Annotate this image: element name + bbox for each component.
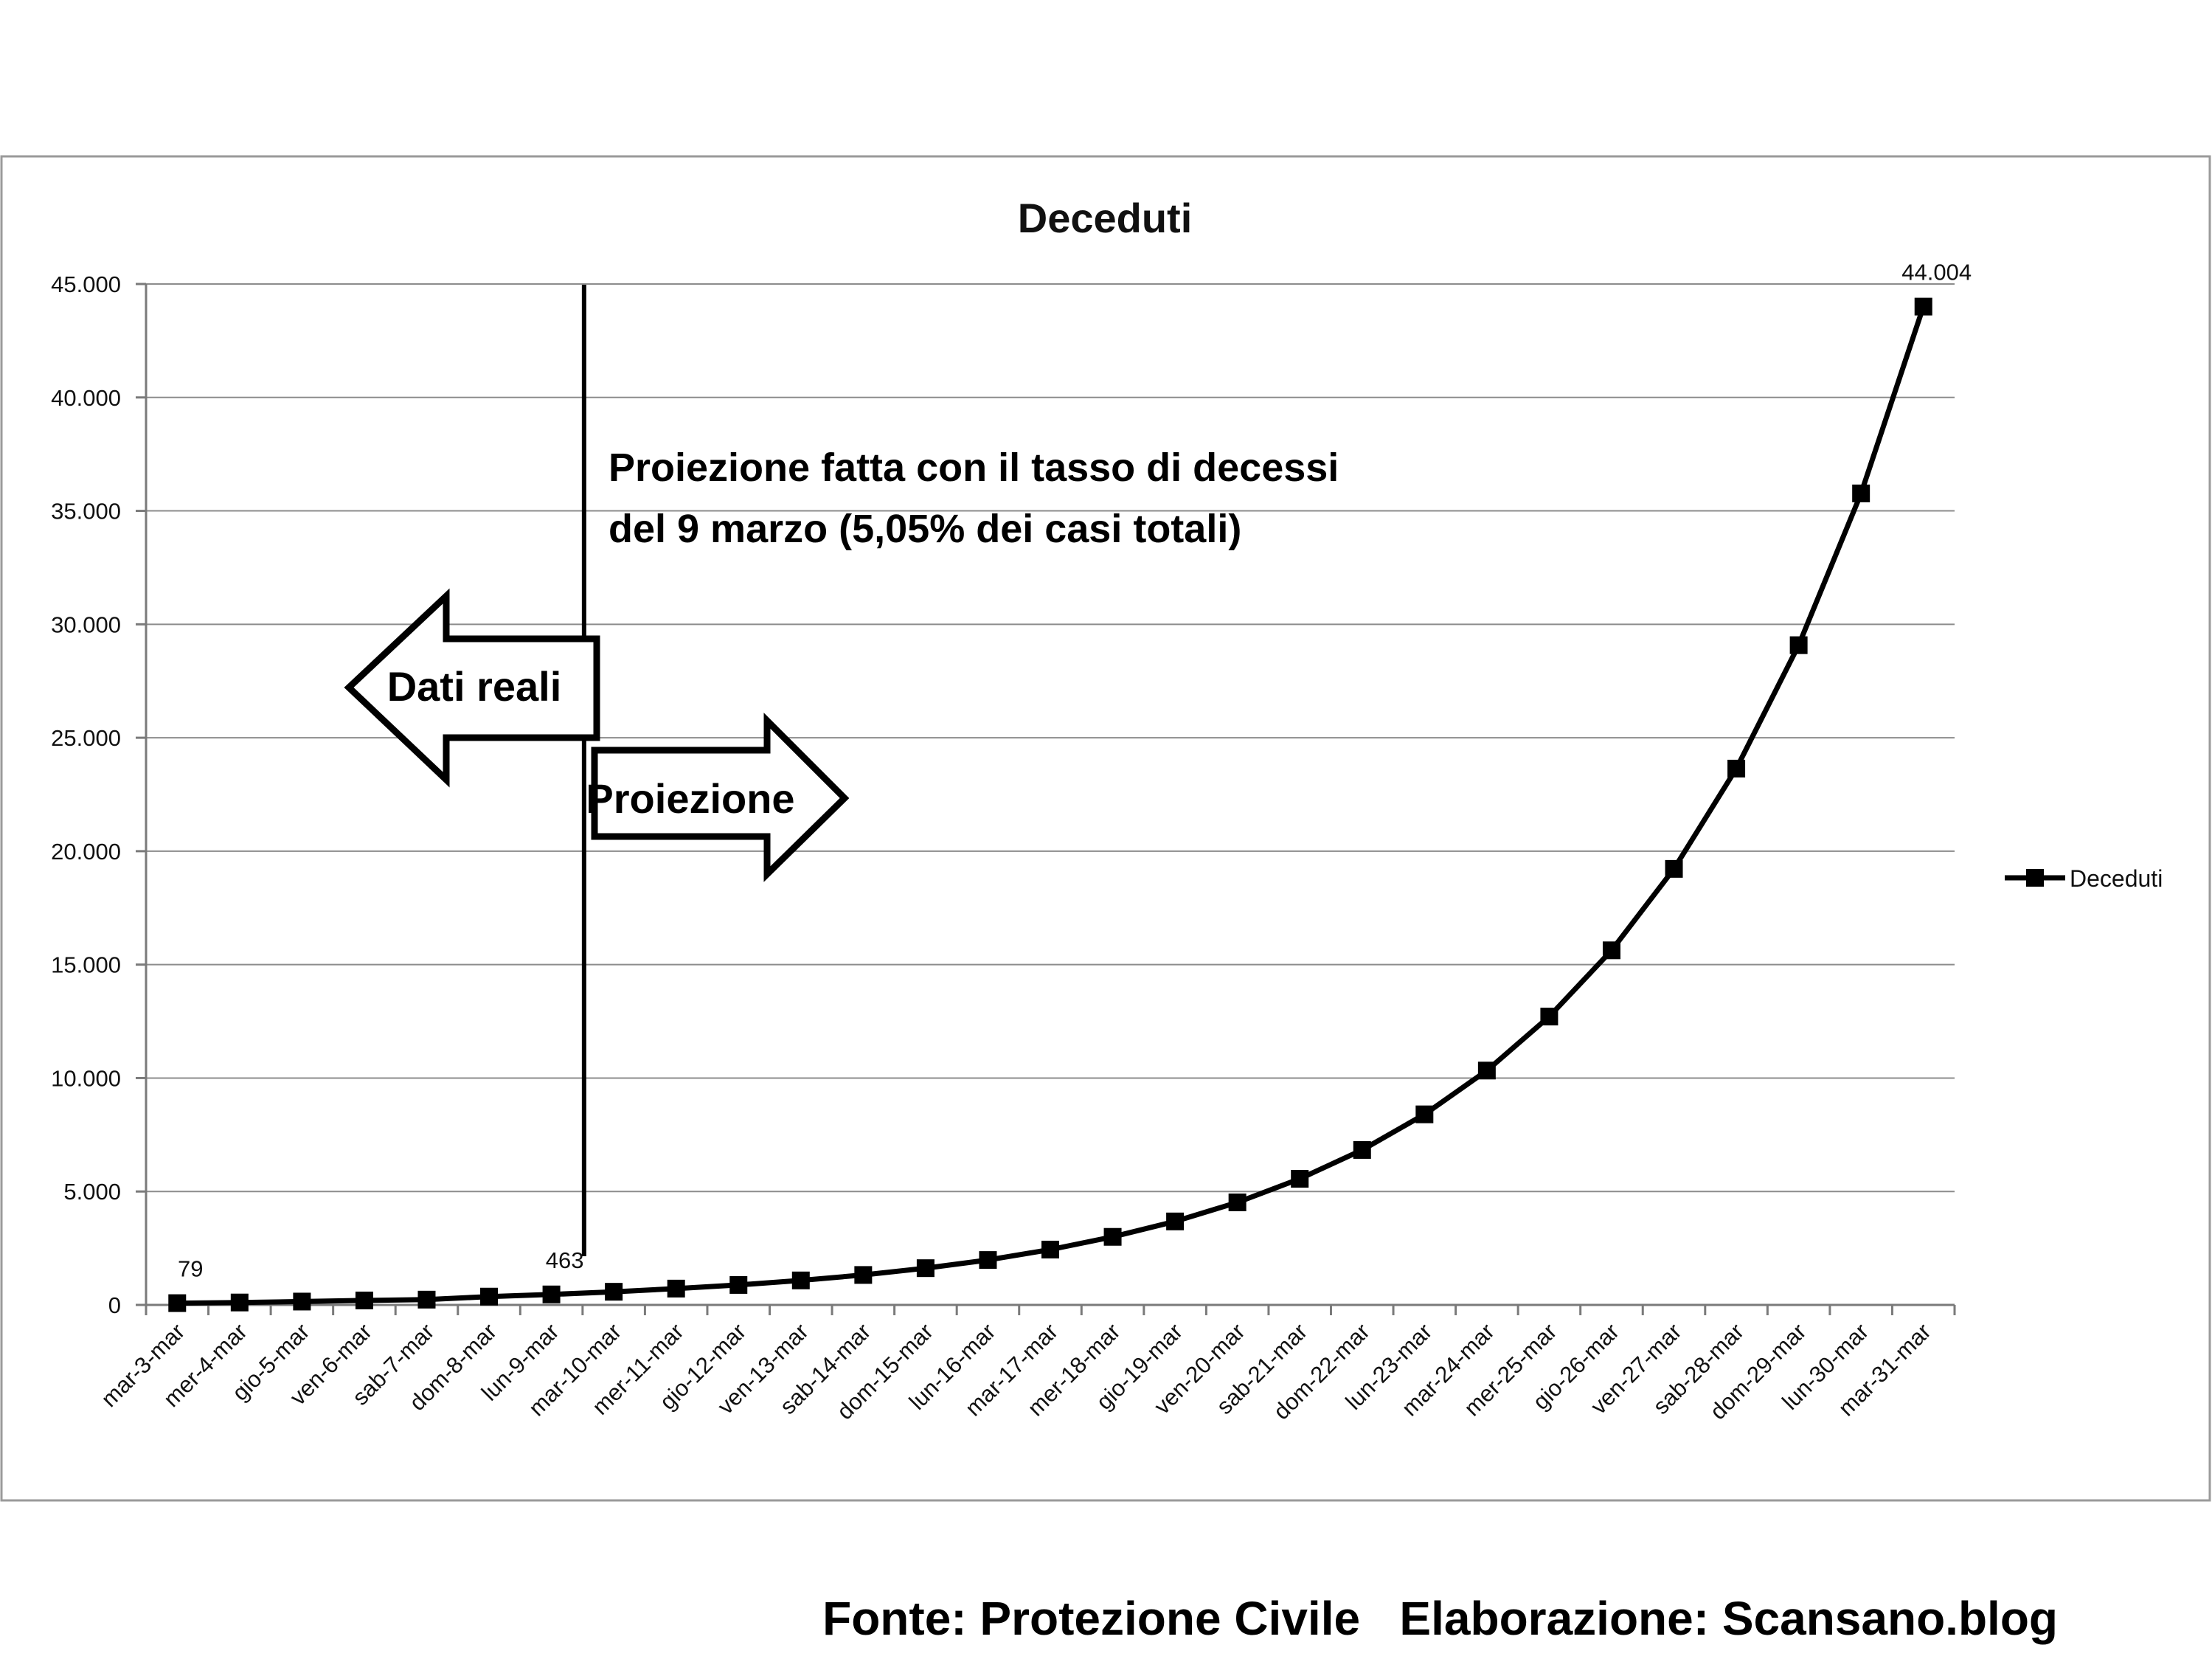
series-markers — [168, 297, 1932, 1312]
data-point — [1353, 1140, 1371, 1159]
data-point — [916, 1259, 935, 1278]
y-tick-label: 20.000 — [51, 839, 121, 865]
data-point — [667, 1279, 685, 1298]
arrow-left-label: Dati reali — [387, 663, 562, 710]
y-tick-label: 0 — [108, 1292, 121, 1318]
y-tick-label: 35.000 — [51, 499, 121, 524]
chart-title: Deceduti — [1018, 195, 1193, 241]
data-label: 44.004 — [1901, 260, 1972, 285]
data-point — [1041, 1240, 1059, 1258]
data-point — [1852, 484, 1871, 502]
data-label: 463 — [546, 1247, 584, 1273]
data-point — [1602, 941, 1620, 960]
data-point — [1665, 859, 1683, 878]
data-point — [293, 1292, 311, 1311]
data-point — [1477, 1061, 1496, 1080]
data-point — [1291, 1169, 1309, 1188]
annotation-line-1: Proiezione fatta con il tasso di decessi — [609, 446, 1339, 490]
data-point — [605, 1283, 623, 1301]
data-point — [168, 1294, 187, 1312]
y-tick-label: 40.000 — [51, 385, 121, 411]
data-point — [791, 1271, 810, 1289]
arrow-right-proiezione — [591, 713, 850, 882]
data-point — [355, 1291, 373, 1309]
x-tick-marks — [145, 1305, 1956, 1315]
data-point — [1228, 1193, 1247, 1211]
data-labels: 79 463 44.004 — [178, 260, 1972, 1282]
data-point — [417, 1290, 436, 1309]
y-tick-label: 25.000 — [51, 725, 121, 751]
arrow-right-label: Proiezione — [586, 775, 794, 822]
data-point — [979, 1251, 997, 1270]
data-point — [854, 1266, 873, 1284]
legend-marker — [2026, 869, 2044, 887]
data-point — [1166, 1212, 1185, 1230]
data-point — [1540, 1008, 1559, 1026]
data-label: 79 — [178, 1256, 203, 1282]
data-point — [1727, 759, 1746, 777]
data-point — [1789, 636, 1808, 654]
y-tick-label: 30.000 — [51, 612, 121, 637]
data-point — [1914, 297, 1932, 316]
data-point — [230, 1293, 249, 1312]
y-tick-labels: 0 5.000 10.000 15.000 20.000 25.000 30.000 35.0… — [51, 271, 121, 1318]
y-tick-label: 10.000 — [51, 1065, 121, 1091]
chart-frame — [0, 155, 2211, 1502]
source-footer: Fonte: Protezione Civile Elaborazione: S… — [822, 1592, 2058, 1645]
data-point — [542, 1285, 561, 1303]
data-point — [1415, 1105, 1434, 1123]
data-point — [729, 1275, 748, 1294]
arrow-left-dati-reali — [344, 588, 600, 788]
data-point — [1103, 1227, 1122, 1246]
data-point — [480, 1287, 499, 1306]
legend: Deceduti — [2005, 865, 2163, 892]
y-tick-label: 45.000 — [51, 271, 121, 297]
y-tick-label: 5.000 — [63, 1179, 121, 1205]
y-tick-label: 15.000 — [51, 952, 121, 978]
legend-label: Deceduti — [2070, 865, 2163, 892]
annotation-line-2: del 9 marzo (5,05% dei casi totali) — [609, 507, 1241, 551]
